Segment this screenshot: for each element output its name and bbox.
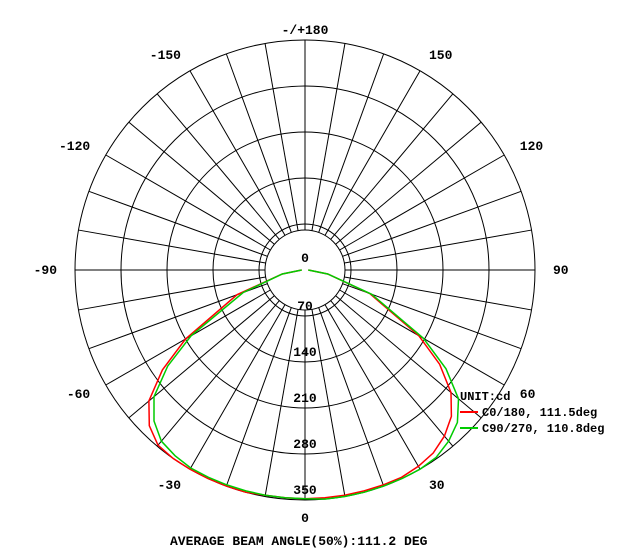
legend-label: C0/180, 111.5deg xyxy=(482,406,597,420)
radial-label: 140 xyxy=(293,345,317,360)
angle-label: -120 xyxy=(59,139,90,154)
legend-label: C90/270, 110.8deg xyxy=(482,422,604,436)
angle-label: 120 xyxy=(520,139,544,154)
radial-label: 0 xyxy=(301,251,309,266)
angle-label: -90 xyxy=(34,263,58,278)
angle-label: -/+180 xyxy=(282,23,329,38)
radial-label: 210 xyxy=(293,391,317,406)
footer-text: AVERAGE BEAM ANGLE(50%):111.2 DEG xyxy=(170,534,428,549)
angle-label: 0 xyxy=(301,511,309,526)
angle-label: 90 xyxy=(553,263,569,278)
polar-chart: -/+180 -150 150 -120 120 -90 90 -60 60 -30 30 0 0 70 1… xyxy=(0,0,622,553)
angle-label: -150 xyxy=(150,48,181,63)
angle-label: -30 xyxy=(158,478,182,493)
angle-label: 150 xyxy=(429,48,453,63)
angle-label: 60 xyxy=(520,387,536,402)
radial-label: 280 xyxy=(293,437,317,452)
angle-label: -60 xyxy=(67,387,91,402)
angle-label: 30 xyxy=(429,478,445,493)
legend-unit: UNIT:cd xyxy=(460,390,510,404)
radial-label: 350 xyxy=(293,483,317,498)
radial-label: 70 xyxy=(297,299,313,314)
